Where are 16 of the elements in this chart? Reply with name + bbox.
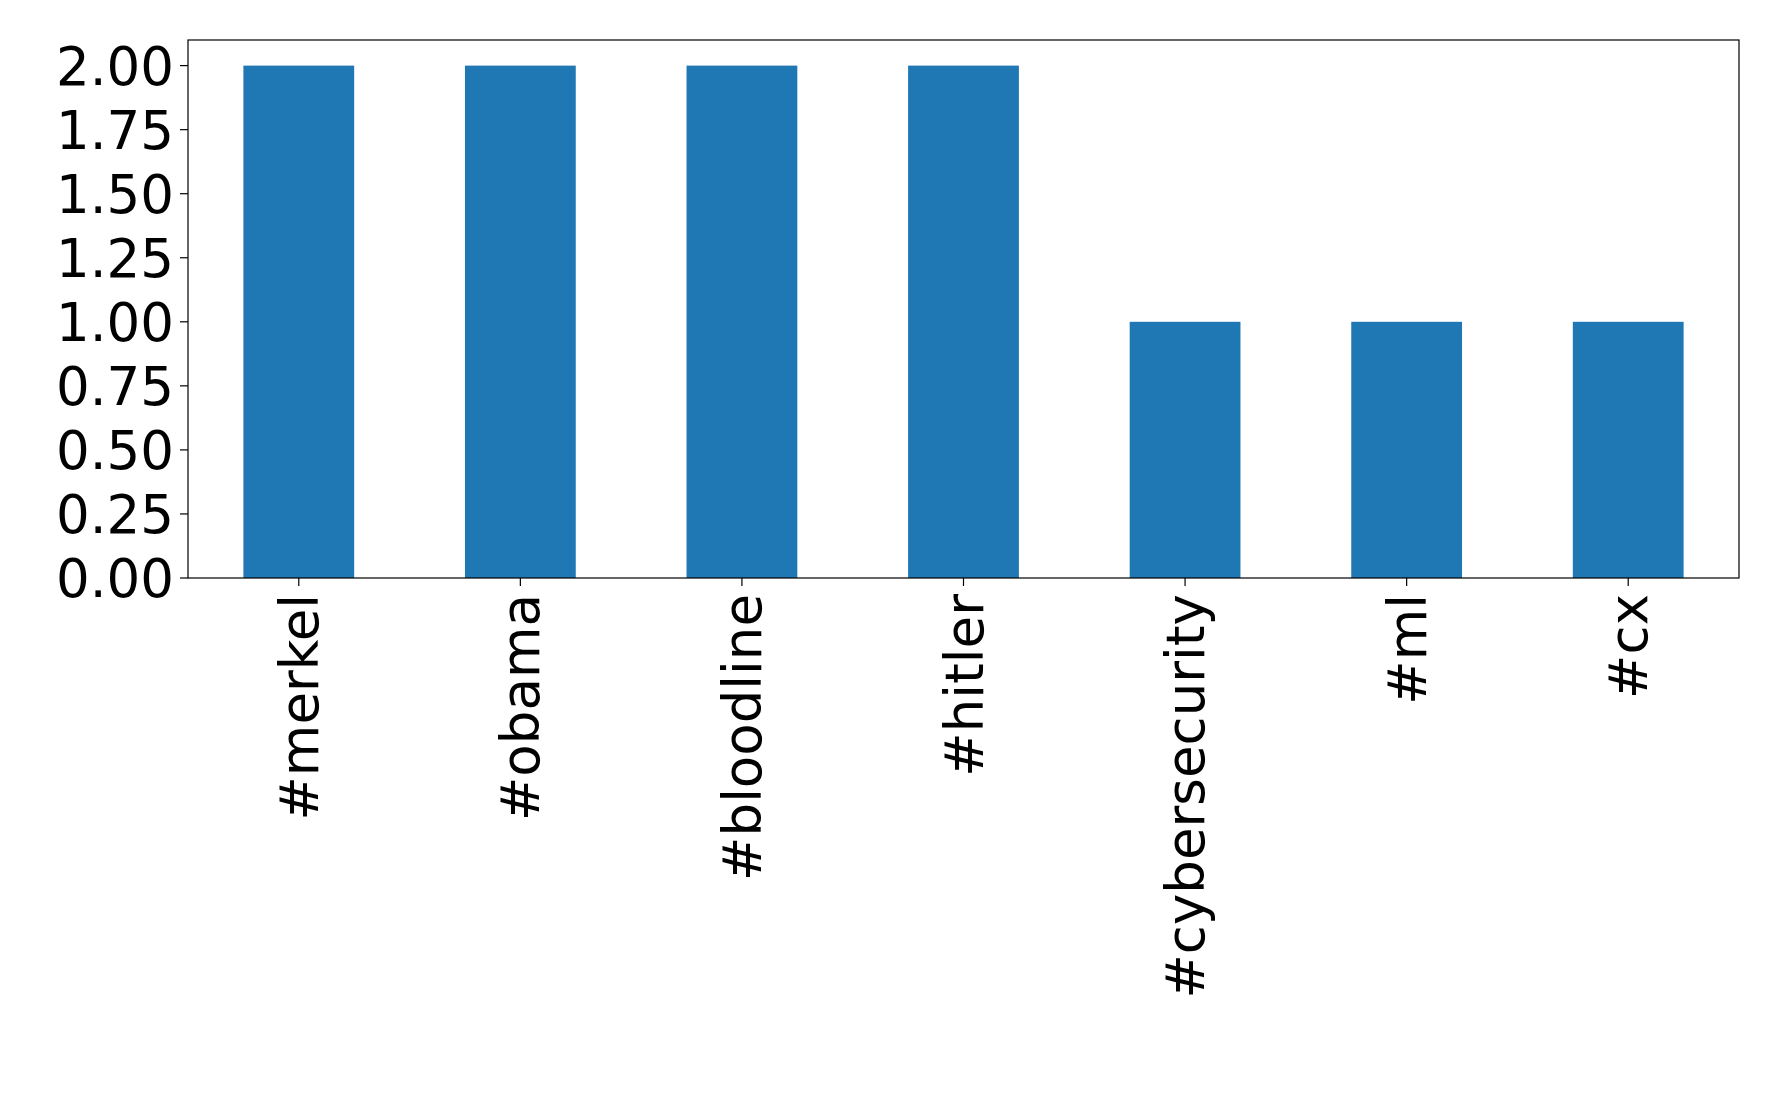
x-tick-label: #obama bbox=[490, 594, 552, 822]
y-tick-label: 0.50 bbox=[55, 419, 174, 481]
y-tick-label: 0.75 bbox=[55, 355, 174, 417]
y-tick-label: 0.00 bbox=[55, 548, 174, 610]
x-tick-label: #ml bbox=[1376, 594, 1438, 705]
y-tick-label: 2.00 bbox=[55, 35, 174, 97]
x-tick-label: #hitler bbox=[933, 593, 995, 777]
x-tick-label: #cybersecurity bbox=[1155, 594, 1217, 999]
y-tick-label: 1.25 bbox=[55, 227, 174, 289]
x-tick-label: #bloodline bbox=[712, 594, 774, 881]
y-tick-label: 0.25 bbox=[55, 484, 174, 546]
x-tick-label: #merkel bbox=[268, 594, 330, 821]
x-tick-label: #cx bbox=[1598, 594, 1660, 699]
y-tick-label: 1.00 bbox=[55, 291, 174, 353]
y-tick-label: 1.50 bbox=[55, 163, 174, 225]
y-tick-label: 1.75 bbox=[55, 99, 174, 161]
